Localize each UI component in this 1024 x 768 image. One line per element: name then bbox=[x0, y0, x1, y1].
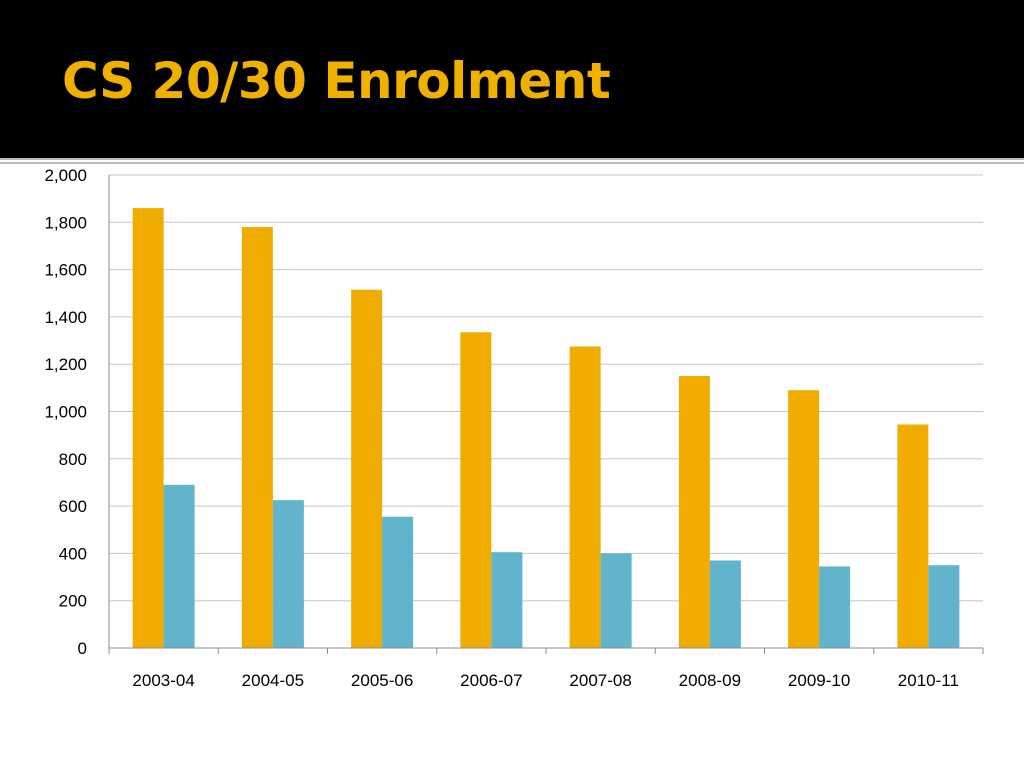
x-tick-label: 2003-04 bbox=[132, 671, 194, 690]
bar-series-2-2010-11 bbox=[928, 565, 960, 648]
y-tick-label: 0 bbox=[78, 639, 87, 658]
y-tick-label: 1,800 bbox=[44, 213, 87, 232]
axes bbox=[108, 175, 984, 654]
y-tick-label: 800 bbox=[59, 450, 87, 469]
bar-series-1-2007-08 bbox=[569, 346, 601, 648]
bar-series-1-2008-09 bbox=[678, 376, 710, 648]
bar-series-1-2010-11 bbox=[897, 424, 929, 648]
bar-chart: 0 200 400 600 800 1,000 1,200 1,400 1,600 1,800 2,… bbox=[44, 166, 984, 690]
x-tick-label: 2005-06 bbox=[351, 671, 413, 690]
chart-area: 0 200 400 600 800 1,000 1,200 1,400 1,600 1,800 2,… bbox=[0, 164, 1024, 704]
bar-series-1-2003-04 bbox=[132, 208, 164, 649]
y-tick-label: 400 bbox=[59, 544, 87, 563]
y-tick-label: 600 bbox=[59, 497, 87, 516]
y-tick-label: 200 bbox=[59, 592, 87, 611]
y-tick-label: 1,400 bbox=[44, 308, 87, 327]
title-divider-highlight bbox=[0, 160, 1024, 162]
gridlines bbox=[109, 174, 983, 602]
title-band bbox=[0, 0, 1024, 158]
x-tick-label: 2004-05 bbox=[242, 671, 304, 690]
x-tick-label: 2010-11 bbox=[898, 671, 959, 690]
tick-labels: 0 200 400 600 800 1,000 1,200 1,400 1,600 1,800 2,… bbox=[44, 166, 958, 690]
y-tick-label: 1,000 bbox=[44, 403, 87, 422]
bar-series-2-2005-06 bbox=[382, 516, 414, 648]
bar-series-1-2006-07 bbox=[460, 332, 492, 648]
bar-series-2-2003-04 bbox=[163, 484, 195, 648]
x-tick-label: 2007-08 bbox=[569, 671, 631, 690]
y-tick-label: 1,200 bbox=[44, 355, 87, 374]
x-tick-label: 2009-10 bbox=[788, 671, 850, 690]
x-tick-label: 2006-07 bbox=[460, 671, 522, 690]
slide-title: CS 20/30 Enrolment bbox=[62, 52, 611, 110]
bar-series-1-2005-06 bbox=[351, 289, 383, 648]
bar-series-1-2004-05 bbox=[241, 227, 273, 648]
bar-series-2-2004-05 bbox=[272, 500, 304, 648]
bar-series-2-2007-08 bbox=[600, 553, 632, 648]
bars bbox=[132, 208, 960, 649]
bar-series-1-2009-10 bbox=[788, 390, 820, 648]
bar-series-2-2008-09 bbox=[709, 560, 741, 648]
x-tick-label: 2008-09 bbox=[679, 671, 741, 690]
bar-series-2-2006-07 bbox=[491, 552, 523, 648]
y-tick-label: 2,000 bbox=[44, 166, 87, 185]
bar-series-2-2009-10 bbox=[819, 566, 851, 648]
y-tick-label: 1,600 bbox=[44, 261, 87, 280]
